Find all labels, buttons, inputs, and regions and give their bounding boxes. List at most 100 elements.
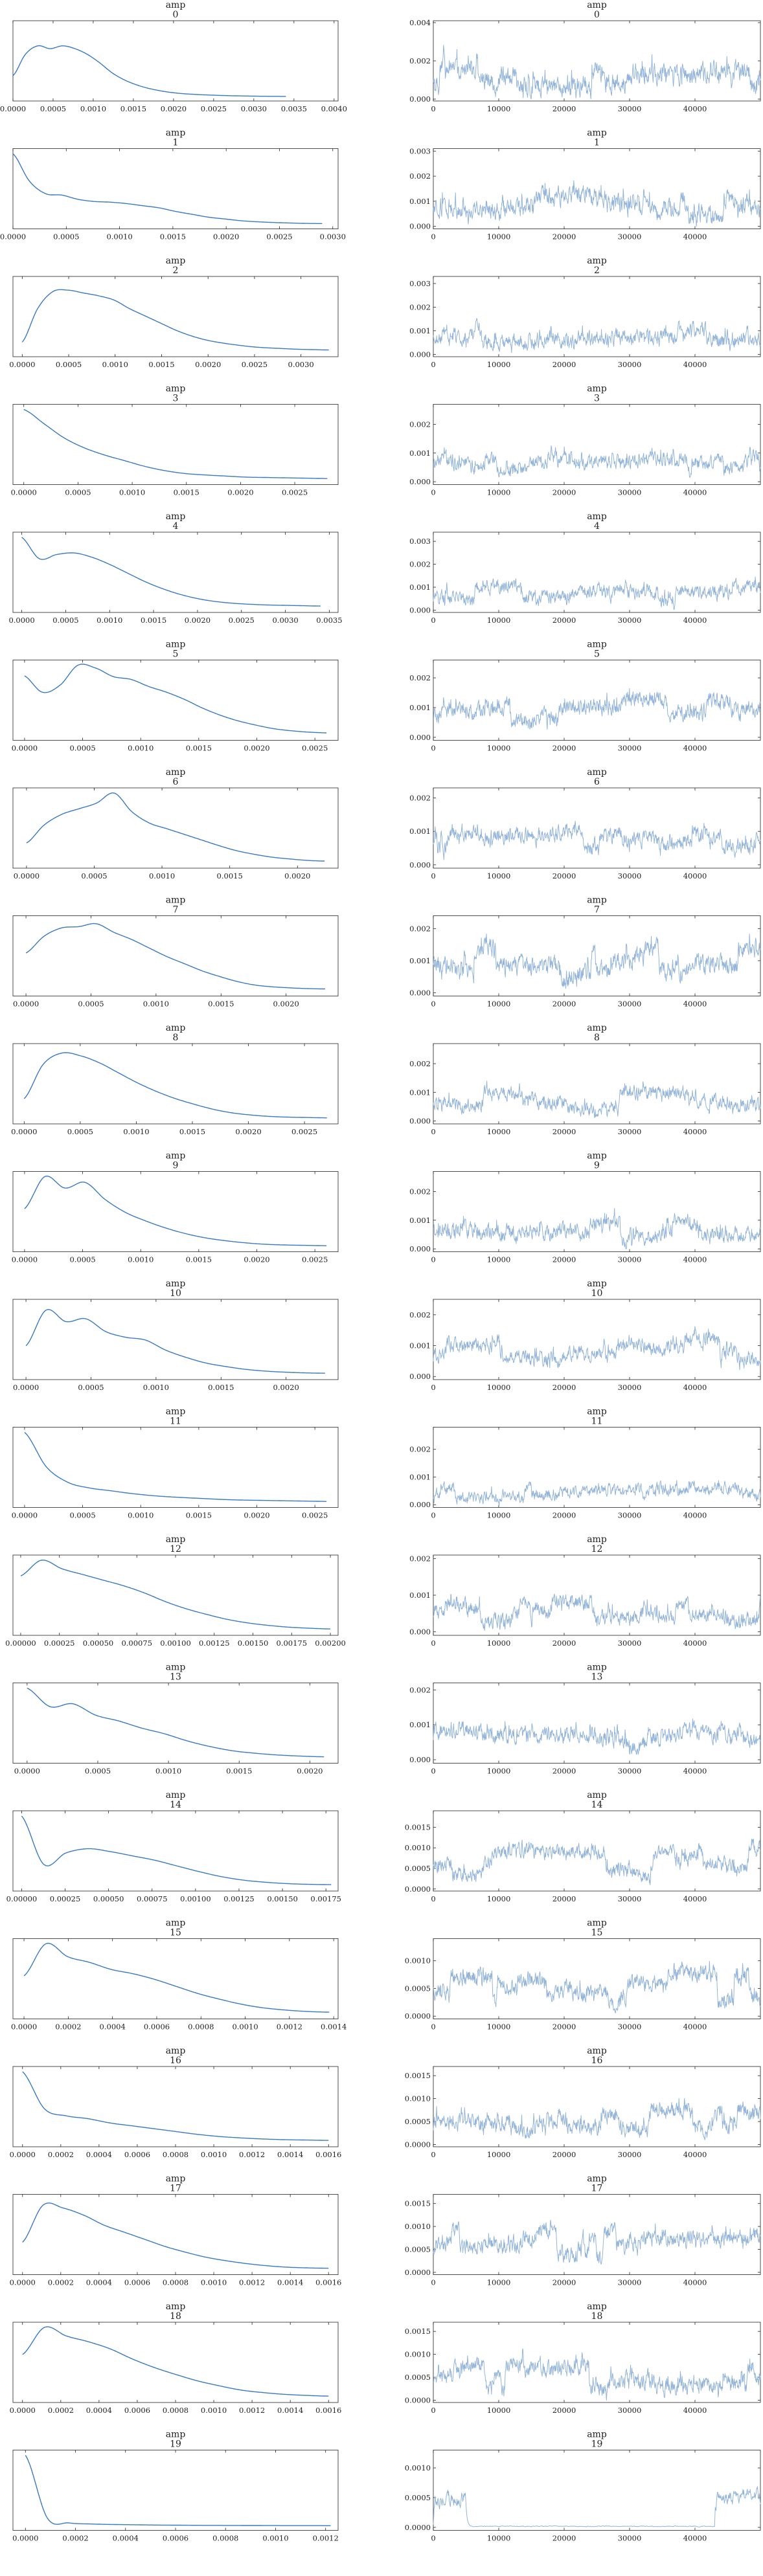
- x-tick-label: 20000: [552, 744, 576, 753]
- panel-subtitle: 13: [591, 1672, 603, 1683]
- kde-line: [22, 2202, 329, 2269]
- panel-subtitle: 11: [170, 1417, 181, 1427]
- x-tick-label: 0.0005: [81, 871, 107, 880]
- x-tick-label: 0.0000: [13, 1000, 39, 1009]
- trace-line: [433, 688, 761, 730]
- trace-line: [433, 45, 761, 100]
- y-tick-label: 0.002: [409, 673, 431, 682]
- panel-subtitle: 13: [170, 1672, 181, 1683]
- panel-subtitle: 1: [594, 138, 600, 148]
- panel-subtitle: 5: [594, 649, 600, 660]
- y-tick-label: 0.001: [409, 1216, 431, 1225]
- x-tick-label: 0.0005: [65, 488, 91, 497]
- x-tick-label: 0: [431, 232, 435, 241]
- panel-subtitle: 2: [173, 265, 179, 276]
- x-tick-label: 40000: [683, 232, 707, 241]
- x-tick-label: 30000: [618, 1383, 642, 1392]
- trace-line: [433, 1326, 761, 1371]
- axes-frame: [12, 1554, 339, 1636]
- x-tick-label: 0.0004: [86, 2150, 112, 2159]
- x-tick-label: 0.0012: [313, 2534, 339, 2543]
- x-tick-label: 0.0035: [281, 104, 307, 113]
- y-tick-label: 0.001: [409, 583, 431, 592]
- x-tick-label: 30000: [618, 2150, 642, 2159]
- kde-line: [22, 2326, 329, 2397]
- panel-title: amp: [166, 1023, 186, 1033]
- x-tick-label: 0.0000: [12, 1511, 38, 1520]
- kde-line: [12, 45, 286, 97]
- axes-frame: [12, 1427, 339, 1508]
- x-tick-label: 10000: [487, 2278, 511, 2287]
- axes-frame: [12, 1043, 339, 1125]
- axes-frame: [12, 276, 339, 357]
- x-tick-label: 0.0020: [244, 1255, 269, 1264]
- x-tick-label: 10000: [487, 1127, 511, 1136]
- x-tick-label: 10000: [487, 1383, 511, 1392]
- x-tick-label: 30000: [618, 1511, 642, 1520]
- x-tick-label: 20000: [552, 1767, 576, 1776]
- x-tick-label: 20000: [552, 1255, 576, 1264]
- x-tick-label: 0.0000: [11, 1127, 37, 1136]
- axes-frame: [433, 20, 761, 102]
- panel-title: amp: [587, 1023, 607, 1033]
- trace-line: [433, 1593, 761, 1631]
- x-tick-label: 0.0010: [201, 2150, 227, 2159]
- x-tick-label: 0.0005: [53, 232, 79, 241]
- panel-subtitle: 17: [591, 2184, 603, 2194]
- x-tick-label: 0.0000: [10, 2150, 36, 2159]
- x-tick-label: 0: [431, 2022, 435, 2032]
- x-tick-label: 0.0000: [14, 871, 40, 880]
- x-tick-label: 10000: [487, 2534, 511, 2543]
- axes-frame: [433, 787, 761, 869]
- axes-frame: [12, 1683, 339, 1764]
- x-tick-label: 0: [431, 616, 435, 625]
- x-tick-label: 10000: [487, 2022, 511, 2032]
- x-tick-label: 0: [431, 2278, 435, 2287]
- y-tick-label: 0.0015: [405, 2071, 431, 2080]
- x-tick-label: 0.0005: [69, 1511, 95, 1520]
- panel-subtitle: 3: [173, 394, 179, 404]
- x-tick-label: 0.0025: [282, 488, 308, 497]
- panel-subtitle: 4: [594, 521, 600, 532]
- panel-title: amp: [587, 2302, 607, 2312]
- y-tick-label: 0.001: [409, 197, 431, 206]
- panel-subtitle: 16: [591, 2055, 603, 2066]
- x-tick-label: 0.0008: [188, 2022, 214, 2032]
- y-tick-label: 0.000: [409, 1755, 431, 1764]
- kde-line: [23, 1052, 327, 1119]
- x-tick-label: 0.0010: [201, 2406, 227, 2415]
- x-tick-label: 0.0025: [242, 360, 268, 369]
- panel-subtitle: 14: [591, 1800, 603, 1810]
- trace-line: [433, 318, 761, 353]
- x-tick-label: 30000: [618, 360, 642, 369]
- panel-title: amp: [587, 0, 607, 10]
- y-tick-label: 0.001: [409, 1472, 431, 1481]
- kde-line: [25, 2455, 331, 2527]
- x-tick-label: 0.0030: [241, 104, 267, 113]
- panel-subtitle: 8: [173, 1033, 179, 1043]
- x-tick-label: 10000: [487, 1767, 511, 1776]
- y-tick-label: 0.000: [409, 1117, 431, 1126]
- x-tick-label: 0.0040: [321, 104, 347, 113]
- x-tick-label: 0.0016: [315, 2278, 341, 2287]
- y-tick-label: 0.000: [409, 1372, 431, 1381]
- x-tick-label: 0.0010: [123, 1127, 149, 1136]
- panel-title: amp: [166, 2174, 186, 2184]
- y-tick-label: 0.002: [409, 420, 431, 429]
- x-tick-label: 0.00150: [238, 1639, 269, 1648]
- x-tick-label: 30000: [618, 2278, 642, 2287]
- x-tick-label: 0.0020: [195, 360, 221, 369]
- axes-frame: [433, 1810, 761, 1892]
- x-tick-label: 30000: [618, 232, 642, 241]
- x-tick-label: 0.0005: [67, 1127, 93, 1136]
- x-tick-label: 0: [431, 1255, 435, 1264]
